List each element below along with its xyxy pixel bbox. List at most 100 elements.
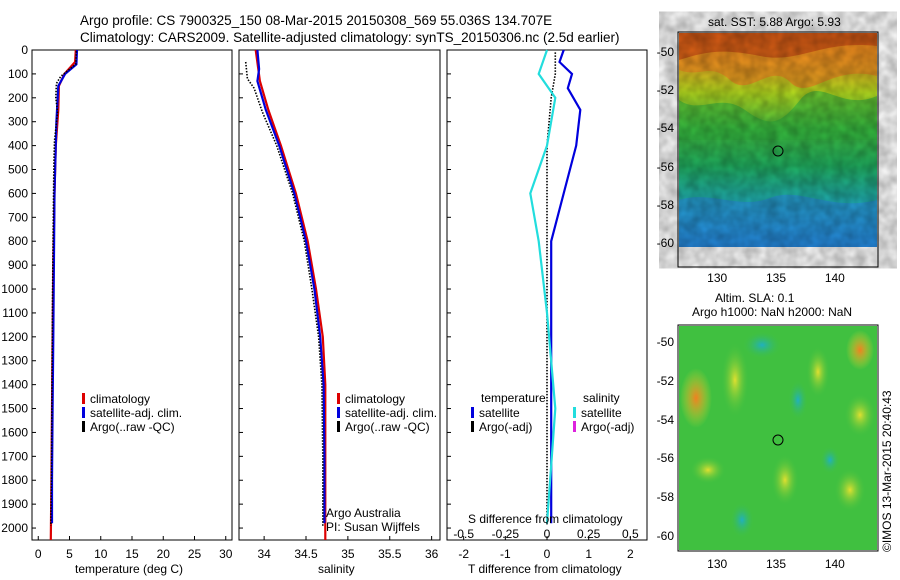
- credit-line2: PI: Susan Wijffels: [326, 520, 420, 534]
- sla-map-frame: [677, 324, 879, 552]
- map-lon-tick: 135: [766, 271, 787, 285]
- diff-legend-temp-sat: satellite: [471, 406, 520, 420]
- series-line-0-2: [50, 51, 78, 526]
- map-lat-tick: -56: [656, 159, 674, 174]
- x-top-tick-label: -0.25: [492, 527, 520, 541]
- legend-label: Argo(..raw -QC): [345, 420, 430, 434]
- series-line-2-2: [529, 49, 557, 524]
- depth-tick-label: 0: [21, 43, 28, 57]
- depth-tick-label: 800: [8, 234, 28, 248]
- climatology-title: Climatology: CARS2009. Satellite-adjuste…: [80, 30, 620, 45]
- diff-legend-temp-argo: Argo(-adj): [471, 420, 532, 434]
- argo-swatch: [82, 421, 85, 432]
- depth-tick-label: 1200: [1, 330, 28, 344]
- sat-s-swatch: [573, 407, 576, 418]
- map-lat-tick: -54: [656, 412, 674, 427]
- map-lat-tick: -56: [656, 451, 674, 466]
- map-lat-tick: -50: [656, 335, 674, 349]
- depth-tick-label: 1300: [1, 354, 28, 368]
- depth-tick-label: 300: [8, 115, 28, 129]
- map-lon-tick: 135: [766, 557, 787, 571]
- argo-s-swatch: [573, 421, 576, 432]
- x-top-tick-label: 0.25: [577, 527, 601, 541]
- sat-swatch: [337, 407, 340, 418]
- sst-map-title: sat. SST: 5.88 Argo: 5.93: [708, 15, 841, 29]
- x-tick-label: 0: [544, 547, 551, 561]
- depth-tick-label: 1500: [1, 402, 28, 416]
- x-tick-label: 30: [219, 547, 233, 561]
- diff-legend-temp-title: temperature: [481, 391, 546, 405]
- depth-tick-label: 1900: [1, 497, 28, 511]
- x-tick-label: 10: [94, 547, 108, 561]
- depth-tick-label: 1600: [1, 425, 28, 439]
- profile-title: Argo profile: CS 7900325_150 08-Mar-2015…: [80, 13, 553, 28]
- series-line-1-1: [256, 49, 326, 524]
- map-lon-tick: 140: [824, 557, 845, 571]
- sla-map-title2: Argo h1000: NaN h2000: NaN: [692, 305, 853, 319]
- map-lat-tick: -52: [656, 373, 674, 388]
- temp-legend-argo: Argo(..raw -QC): [82, 420, 175, 434]
- sdiff-xlabel: S difference from climatology: [468, 512, 623, 526]
- x-tick-label: 34: [257, 547, 271, 561]
- footer-copyright: ©IMOS 13-Mar-2015 20:40:43: [880, 390, 894, 552]
- temp-legend-clim: climatology: [82, 392, 150, 406]
- map-lat-tick: -52: [656, 83, 674, 98]
- x-tick-label: 20: [157, 547, 171, 561]
- sst-map-frame: [677, 31, 879, 268]
- sal-legend-clim: climatology: [337, 392, 405, 406]
- legend-label: Argo(-adj): [479, 420, 533, 434]
- x-tick-label: -1: [500, 547, 511, 561]
- argo-swatch: [471, 421, 474, 432]
- legend-label: satellite-adj. clim.: [345, 406, 438, 420]
- depth-tick-label: 1700: [1, 449, 28, 463]
- map-lat-tick: -54: [656, 121, 674, 136]
- x-top-tick-label: -0.5: [453, 527, 474, 541]
- depth-tick-label: 1800: [1, 473, 28, 487]
- map-lat-tick: -50: [656, 45, 674, 59]
- map-lat-tick: -60: [656, 529, 674, 543]
- x-tick-label: 34.5: [294, 547, 318, 561]
- series-line-0-1: [50, 49, 79, 524]
- sal-panel-frame: [238, 49, 441, 541]
- x-tick-label: 25: [188, 547, 202, 561]
- depth-tick-label: 100: [8, 67, 28, 81]
- map-lat-tick: -58: [656, 490, 674, 505]
- legend-label: Argo(..raw -QC): [90, 420, 175, 434]
- temp-panel-frame: [31, 49, 233, 541]
- sat-swatch: [82, 407, 85, 418]
- temp-xlabel: temperature (deg C): [75, 562, 184, 576]
- diff-legend-sal-argo: Argo(-adj): [573, 420, 634, 434]
- series-line-2-0: [550, 49, 582, 524]
- temp-legend-sat: satellite-adj. clim.: [82, 406, 182, 420]
- depth-tick-label: 500: [8, 163, 28, 177]
- x-tick-label: 0: [35, 547, 42, 561]
- sal-legend-sat: satellite-adj. clim.: [337, 406, 437, 420]
- depth-tick-label: 900: [8, 258, 28, 272]
- legend-label: climatology: [345, 392, 406, 406]
- tdiff-xlabel: T difference from climatology: [468, 562, 622, 576]
- legend-label: Argo(-adj): [581, 420, 635, 434]
- map-lon-tick: 140: [824, 271, 845, 285]
- x-tick-label: 2: [627, 547, 634, 561]
- x-tick-label: 1: [585, 547, 592, 561]
- series-line-1-0: [254, 49, 327, 540]
- sla-map-title1: Altim. SLA: 0.1: [715, 291, 795, 305]
- sat-swatch: [471, 407, 474, 418]
- credit-line1: Argo Australia: [326, 506, 401, 520]
- x-tick-label: 5: [66, 547, 73, 561]
- depth-tick-label: 600: [8, 186, 28, 200]
- x-tick-label: -2: [458, 547, 469, 561]
- legend-label: satellite: [581, 406, 622, 420]
- depth-tick-label: 700: [8, 210, 28, 224]
- sal-xlabel: salinity: [318, 562, 355, 576]
- clim-swatch: [337, 393, 340, 404]
- map-lat-tick: -58: [656, 197, 674, 212]
- x-tick-label: 36: [425, 547, 439, 561]
- x-tick-label: 15: [125, 547, 139, 561]
- sal-legend-argo: Argo(..raw -QC): [337, 420, 430, 434]
- depth-tick-label: 1400: [1, 378, 28, 392]
- legend-label: satellite-adj. clim.: [90, 406, 183, 420]
- clim-swatch: [82, 393, 85, 404]
- x-tick-label: 35.5: [378, 547, 402, 561]
